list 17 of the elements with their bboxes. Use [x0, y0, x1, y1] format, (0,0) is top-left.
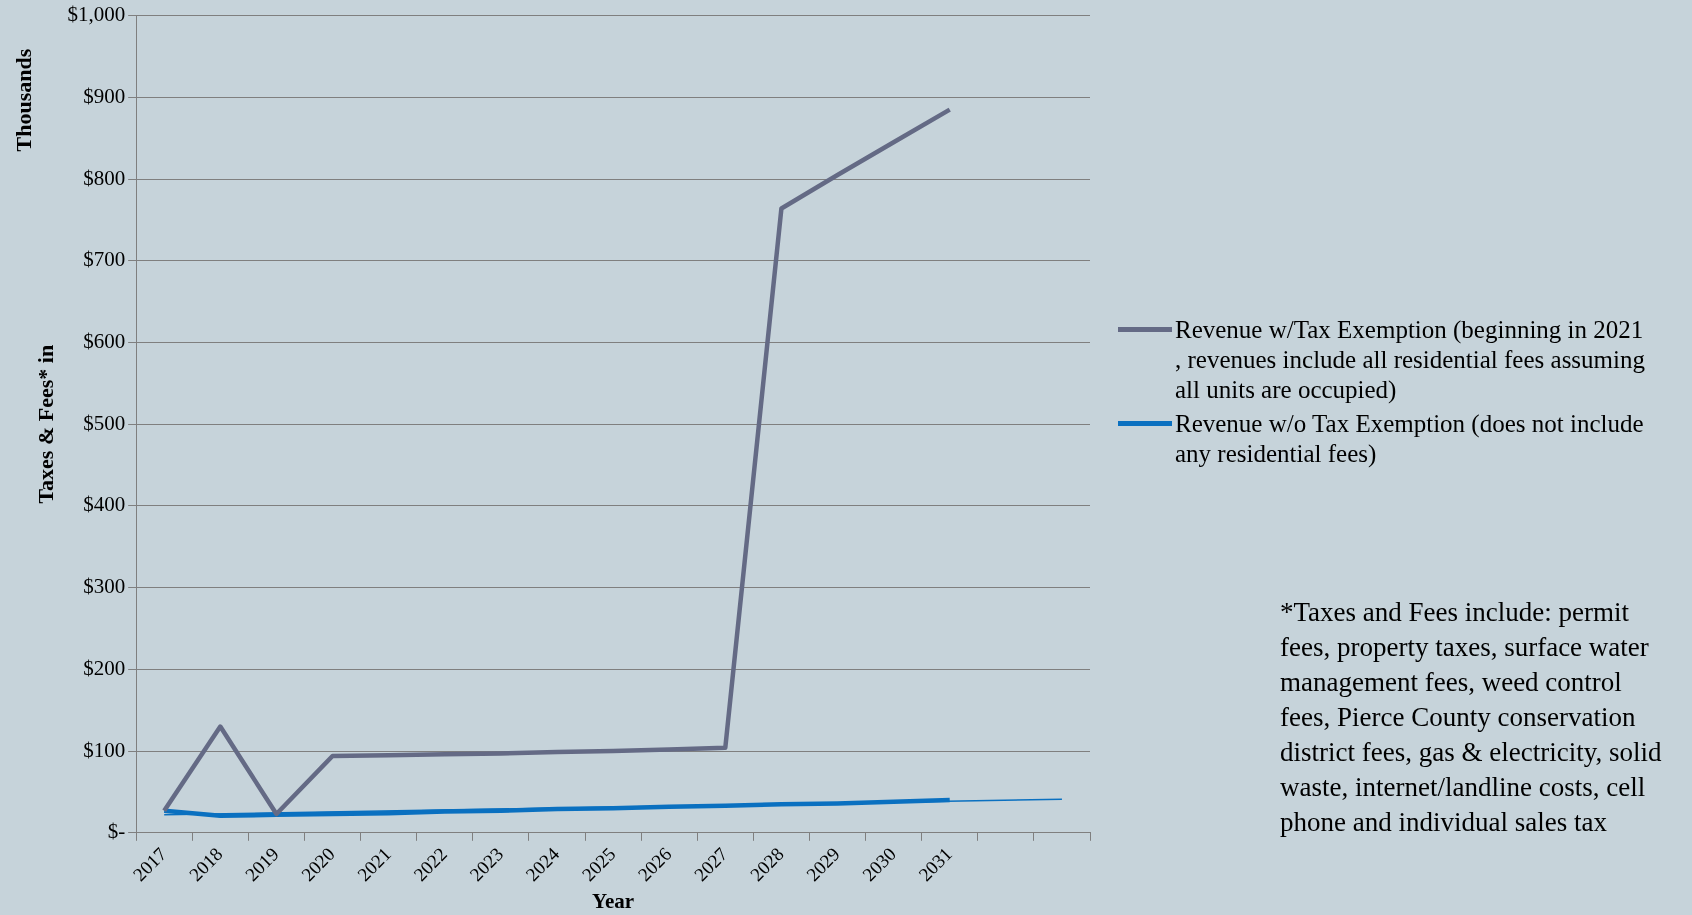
y-tick-label: $500	[83, 410, 126, 435]
y-tick-label: $600	[83, 329, 126, 353]
y-tick-label: $900	[83, 83, 126, 108]
y-tick-label: $400	[83, 492, 126, 517]
y-tick-label: $-	[107, 819, 126, 844]
legend-label: Revenue w/o Tax Exemption (does not include any residential fees)	[1175, 409, 1645, 469]
y-axis-title: Taxes & Fees* in	[32, 344, 58, 504]
x-axis-title: Year	[592, 888, 635, 913]
text: Thousands	[11, 48, 37, 152]
y-tick-label: $1,000	[67, 2, 126, 27]
y-tick-label: $300	[83, 574, 126, 599]
text: *Taxes and Fees include: permit fees, property taxes, surface water management fees, weed control fees, Pierce County conservation district fees, gas & electricity, solid waste, internet/landline costs, cell phone and individual sales tax	[1280, 596, 1663, 839]
y-tick-label: $700	[83, 247, 126, 272]
legend-label: Revenue w/Tax Exemption (beginning in 2021 , revenues include all residential fees assuming all units are occupied)	[1175, 315, 1645, 405]
y-tick-label: $200	[83, 655, 126, 680]
y-tick-label: $800	[83, 165, 126, 190]
y-tick-label: $100	[83, 737, 126, 762]
